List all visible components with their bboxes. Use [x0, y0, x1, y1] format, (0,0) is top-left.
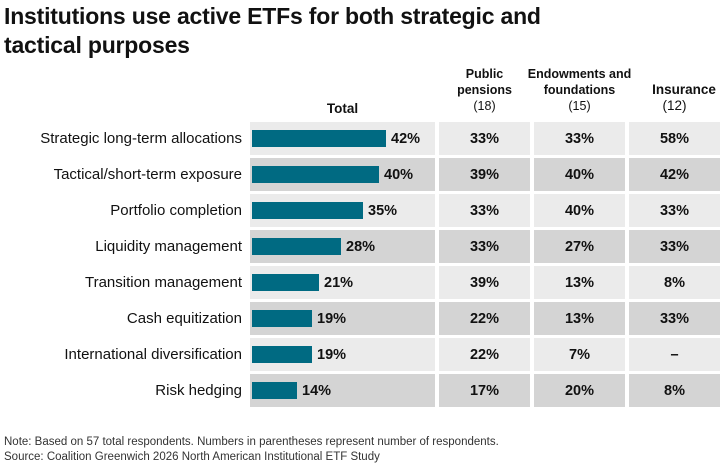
table-cell: [629, 338, 720, 371]
table-cell: [629, 266, 720, 299]
data-label: 19%: [317, 347, 347, 363]
table-cell: [534, 158, 625, 191]
table-cell: [439, 230, 530, 263]
cell-value: 33%: [659, 203, 690, 219]
data-label: 21%: [324, 275, 354, 291]
table-cell: [629, 158, 720, 191]
table-cell: [439, 122, 530, 155]
cell-value: 33%: [469, 239, 500, 255]
data-label: 28%: [346, 239, 376, 255]
chart-title: Institutions use active ETFs for both st…: [4, 3, 541, 58]
table-cell: [439, 338, 530, 371]
column-header-label: Endowments and foundations: [527, 67, 632, 97]
cell-value: 33%: [659, 239, 690, 255]
table-cell: [534, 338, 625, 371]
bar-total: [252, 346, 312, 363]
cell-value: 20%: [564, 383, 595, 399]
column-header-count: (18): [473, 99, 496, 113]
bar-total: [252, 202, 363, 219]
bar-total: [252, 382, 297, 399]
cell-value: 13%: [564, 311, 595, 327]
cell-value: 27%: [564, 239, 595, 255]
table-cell: [629, 374, 720, 407]
row-label: Strategic long-term allocations: [40, 130, 242, 147]
column-header-0: Public pensions (18): [439, 66, 530, 114]
column-header-1: Endowments and foundations (15): [528, 66, 631, 114]
data-label: 40%: [384, 167, 414, 183]
column-header-total: Total: [250, 101, 435, 117]
row-label: Cash equitization: [126, 310, 242, 327]
cell-value: 40%: [564, 167, 595, 183]
column-header-2: Insurance (12): [629, 82, 720, 114]
bar-total: [252, 166, 379, 183]
cell-value: 8%: [664, 275, 685, 291]
cell-value: 39%: [469, 167, 500, 183]
data-label: 14%: [302, 383, 332, 399]
cell-value: 33%: [564, 131, 595, 147]
cell-value: 7%: [569, 347, 590, 363]
table-cell: [629, 122, 720, 155]
row-label: Liquidity management: [95, 238, 242, 255]
table-cell: [534, 230, 625, 263]
cell-value: 58%: [659, 131, 690, 147]
cell-value: 40%: [564, 203, 595, 219]
table-cell: [629, 194, 720, 227]
table-cell: [439, 194, 530, 227]
table-cell: [629, 302, 720, 335]
cell-value: 33%: [469, 131, 500, 147]
column-header-label: Total: [326, 101, 359, 116]
cell-value: 33%: [469, 203, 500, 219]
table-cell: [439, 158, 530, 191]
table-cell: [534, 122, 625, 155]
row-label: International diversification: [64, 346, 242, 363]
bar-total: [252, 130, 386, 147]
table-cell: [439, 266, 530, 299]
column-header-label: Insurance: [652, 82, 716, 97]
cell-value: 8%: [664, 383, 685, 399]
row-label: Transition management: [84, 274, 242, 291]
table-cell: [534, 266, 625, 299]
column-header-label: Public pensions: [457, 67, 512, 97]
bar-total: [252, 238, 341, 255]
cell-value: 42%: [659, 167, 690, 183]
no-data-dash: –: [670, 347, 679, 363]
table-cell: [534, 374, 625, 407]
cell-value: 13%: [564, 275, 595, 291]
bar-total: [252, 310, 312, 327]
row-label: Portfolio completion: [110, 202, 242, 219]
table-cell: [439, 302, 530, 335]
cell-value: 33%: [659, 311, 690, 327]
table-cell: [534, 194, 625, 227]
footer-note: Note: Based on 57 total respondents. Num…: [4, 436, 499, 448]
data-label: 35%: [368, 203, 398, 219]
cell-value: 17%: [469, 383, 500, 399]
bar-total: [252, 274, 319, 291]
column-header-count: (12): [662, 98, 687, 113]
footer-source: Source: Coalition Greenwich 2026 North A…: [4, 451, 380, 463]
data-label: 42%: [391, 131, 421, 147]
cell-value: 22%: [469, 347, 500, 363]
table-cell: [439, 374, 530, 407]
cell-value: 39%: [469, 275, 500, 291]
cell-value: 22%: [469, 311, 500, 327]
data-label: 19%: [317, 311, 347, 327]
row-label: Risk hedging: [155, 382, 242, 399]
table-cell: [534, 302, 625, 335]
table-cell: [629, 230, 720, 263]
row-label: Tactical/short-term exposure: [53, 166, 242, 183]
column-header-count: (15): [568, 99, 591, 113]
